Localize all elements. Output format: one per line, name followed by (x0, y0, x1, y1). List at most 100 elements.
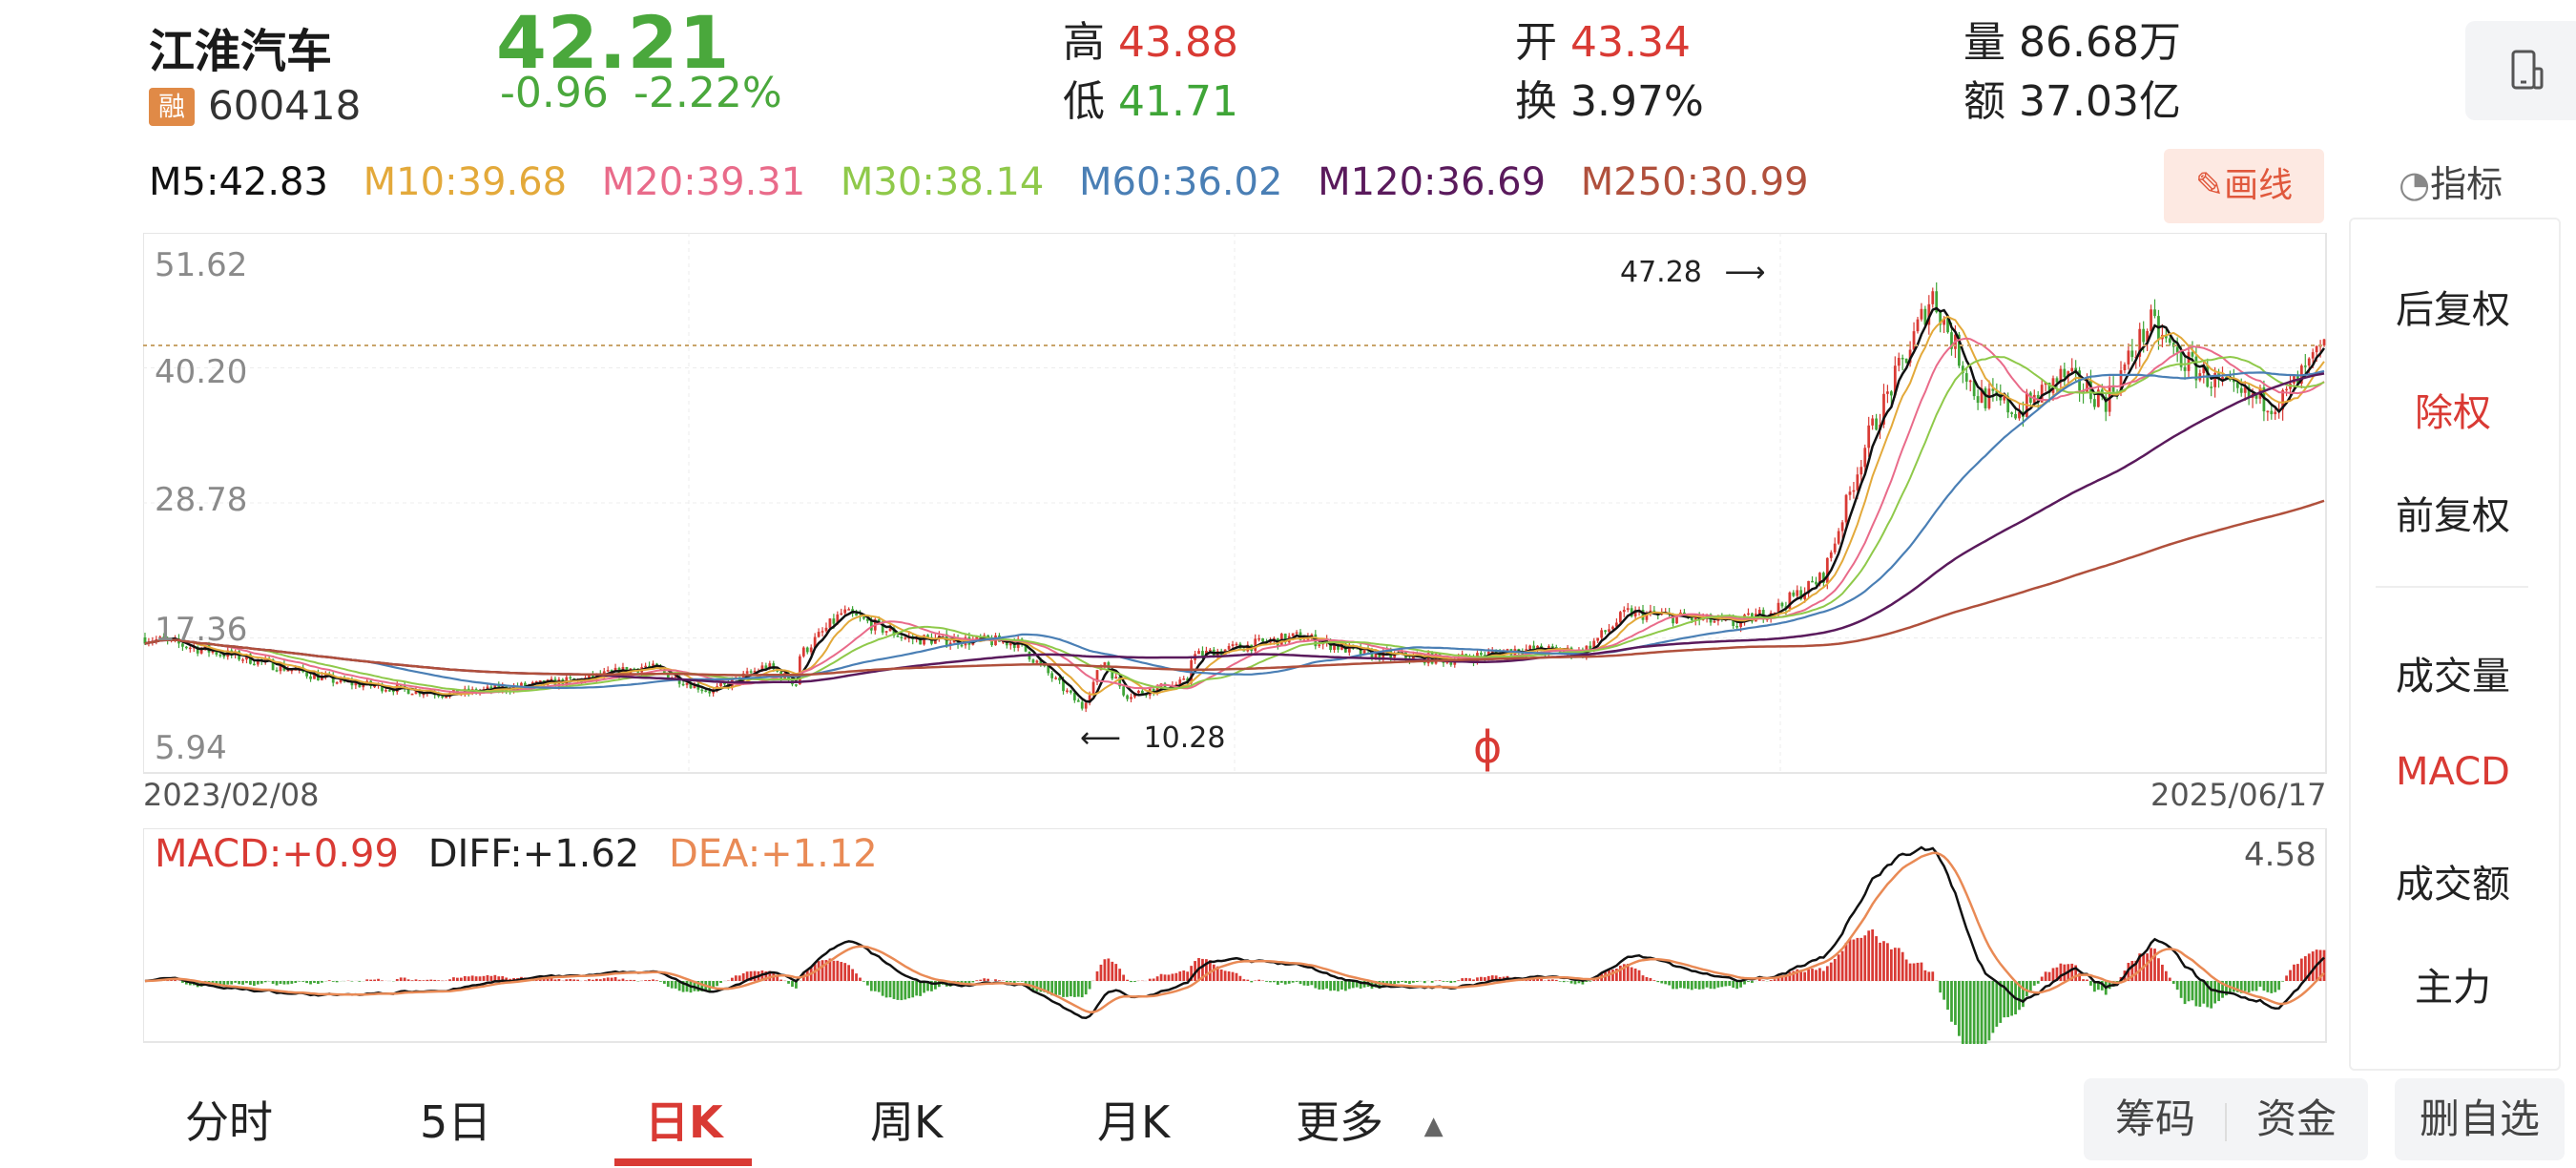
candle-body (290, 669, 294, 672)
side-divider (2376, 586, 2528, 588)
macd-bar (1076, 981, 1080, 997)
candle-body (2086, 380, 2088, 393)
candle-body (1257, 637, 1261, 640)
candle-body (1480, 653, 1483, 656)
macd-bar (1378, 981, 1381, 990)
tab-fenshi[interactable]: 分时 (185, 1096, 273, 1148)
candle-body (919, 636, 922, 645)
open-value: 43.34 (1570, 18, 1691, 67)
candle-body (2089, 380, 2092, 400)
tab-daily-k[interactable]: 日K (645, 1096, 723, 1148)
side-chuquan[interactable]: 除权 (2415, 391, 2491, 435)
candle-body (760, 665, 764, 671)
macd-bar (1769, 980, 1773, 981)
kline-chart[interactable] (143, 233, 2328, 777)
candle-body (1008, 642, 1012, 646)
tab-more[interactable]: 更多 ▲ (1296, 1088, 1444, 1151)
high-label: 高 (1063, 18, 1105, 67)
macd-bar (1968, 981, 1972, 1044)
candle-body (2239, 387, 2243, 393)
funds-button[interactable]: 资金 (2255, 1095, 2337, 1142)
macd-bar (350, 981, 354, 982)
candle-body (1815, 581, 1818, 585)
side-volume[interactable]: 成交量 (2396, 655, 2510, 699)
macd-bar (301, 981, 305, 982)
side-zhuli[interactable]: 主力 (2415, 966, 2491, 1010)
candle-body (1927, 303, 1931, 325)
macd-bar (1310, 981, 1314, 986)
macd-bar (896, 981, 900, 1000)
macd-bar (433, 979, 437, 981)
side-amount[interactable]: 成交额 (2396, 863, 2510, 907)
side-macd[interactable]: MACD (2396, 750, 2510, 794)
macd-bar (1886, 943, 1889, 981)
macd-bar (1679, 981, 1682, 989)
candle-body (2281, 389, 2285, 410)
candle-body (1118, 677, 1122, 687)
ma20-label: M20:39.31 (601, 160, 806, 204)
chips-button[interactable]: 筹码 (2114, 1095, 2195, 1142)
candle-body (745, 671, 749, 674)
tab-weekly-k[interactable]: 周K (870, 1096, 944, 1148)
draw-line-button[interactable]: ✎画线 (2164, 149, 2324, 223)
macd-lines (144, 845, 2325, 1019)
button-divider (2225, 1102, 2227, 1141)
candle-body (862, 616, 865, 619)
macd-bar (652, 979, 654, 981)
candle-body (1867, 425, 1871, 448)
candle-body (275, 670, 279, 672)
candle-body (1833, 543, 1837, 553)
active-tab-indicator (614, 1158, 752, 1166)
macd-bar (987, 978, 989, 981)
macd-chart[interactable] (143, 828, 2328, 1044)
macd-bar (836, 960, 840, 981)
candle-body (1140, 690, 1144, 694)
candle-body (1871, 418, 1875, 426)
macd-bar (1927, 971, 1931, 981)
macd-bar (1054, 981, 1058, 996)
rotate-screen-button[interactable] (2465, 21, 2576, 120)
tab-5day[interactable]: 5日 (420, 1096, 492, 1148)
macd-bar (1976, 981, 1980, 1044)
candle-body (1506, 649, 1509, 652)
macd-bar (2254, 981, 2258, 991)
macd-bar (1465, 977, 1467, 981)
macd-bar (2221, 981, 2224, 998)
macd-bar (1554, 979, 1558, 981)
macd-bar (1223, 970, 1227, 981)
macd-bar (1739, 981, 1742, 988)
candle-body (550, 678, 553, 680)
candle-body (305, 672, 308, 677)
macd-bar (892, 981, 896, 999)
candle-body (1532, 645, 1535, 650)
candle-body (2018, 411, 2021, 419)
macd-bar (1701, 981, 1705, 990)
candle-body (1897, 357, 1901, 366)
indicator-button[interactable]: ◔指标 (2399, 155, 2503, 207)
candle-body (339, 678, 343, 682)
candle-body (817, 632, 821, 637)
candle-body (1333, 645, 1336, 651)
macd-bar (2183, 981, 2187, 1005)
macd-bar (1581, 981, 1585, 985)
side-houfuquan[interactable]: 后复权 (2396, 288, 2510, 332)
macd-bar (2074, 965, 2078, 981)
macd-bar (1468, 978, 1471, 981)
candle-body (805, 647, 809, 653)
side-qianfuquan[interactable]: 前复权 (2396, 494, 2510, 538)
macd-bar (602, 978, 606, 981)
macd-bar (1016, 981, 1020, 982)
candle-body (2235, 382, 2239, 388)
macd-bar (655, 980, 658, 981)
candle-body (1811, 580, 1814, 583)
candle-body (1946, 318, 1949, 333)
macd-bar (1732, 981, 1735, 989)
remove-watchlist-button[interactable]: 删自选 (2395, 1078, 2565, 1160)
macd-bar (369, 979, 373, 981)
macd-bars (147, 928, 2326, 1044)
candle-body (2322, 339, 2326, 345)
candle-body (2254, 393, 2258, 399)
tab-monthly-k[interactable]: 月K (1097, 1096, 1171, 1148)
macd-bar (1931, 971, 1935, 981)
macd-bar (648, 979, 651, 981)
